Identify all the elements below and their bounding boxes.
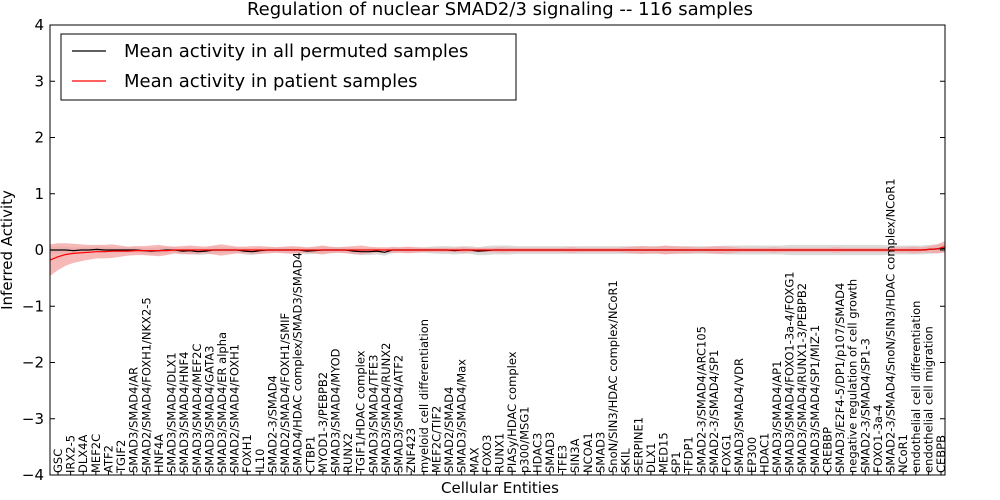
x-tick-label: SMAD3/SMAD4/VDR bbox=[732, 358, 746, 473]
y-axis-label: Inferred Activity bbox=[0, 190, 16, 310]
x-tick-label: HDAC3 bbox=[530, 433, 544, 473]
x-tick-label: CTBP1 bbox=[303, 436, 317, 473]
x-tick-label: SMAD3/E2F4-5/DP1/p107/SMAD4 bbox=[833, 283, 847, 473]
y-tick-label: 3 bbox=[34, 72, 44, 90]
legend: Mean activity in all permuted samples Me… bbox=[60, 33, 517, 101]
x-tick-label: SP1 bbox=[669, 451, 683, 473]
x-tick-label: SMAD3/SMAD4/MYOD bbox=[329, 348, 343, 473]
x-tick-label: SMAD2-3/SMAD4/SP1 bbox=[707, 350, 721, 473]
x-tick-label: DLX4A bbox=[76, 435, 90, 473]
x-tick-label: SMAD3/SMAD4/SP1/MIZ-1 bbox=[808, 325, 822, 473]
x-tick-label: SMAD2/SMAD4/FOXH1/SMIF bbox=[278, 313, 292, 473]
x-tick-label: CEBPB bbox=[934, 435, 948, 473]
x-tick-label: negative regulation of cell growth bbox=[846, 279, 860, 473]
x-tick-label: SIN3A bbox=[568, 438, 582, 473]
y-axis-ticks: −4 −3 −2 −1 0 1 2 3 4 bbox=[22, 16, 945, 484]
x-tick-label: RUNX1 bbox=[493, 433, 507, 473]
y-tick-label: −3 bbox=[22, 410, 44, 428]
x-tick-label: FOXG1 bbox=[720, 434, 734, 473]
x-tick-label: SMAD3/SMAD4/AR bbox=[127, 367, 141, 473]
x-tick-label: MAX bbox=[467, 447, 481, 473]
x-tick-label: SnoN/SIN3/HDAC complex/NCoR1 bbox=[606, 280, 620, 473]
x-tick-label: myeloid cell differentiation bbox=[417, 319, 431, 473]
x-tick-label: PIASy/HDAC complex bbox=[505, 351, 519, 473]
x-tick-label: SMAD3/SMAD4/HNF4 bbox=[177, 352, 191, 473]
x-tick-label: SMAD2-3/SMAD4/ARC105 bbox=[694, 326, 708, 473]
x-tick-label: SMAD3/SMAD4/FOXO1-3a-4/FOXG1 bbox=[783, 271, 797, 473]
x-tick-label: CREBBP bbox=[821, 427, 835, 473]
x-tick-label: TGIF1/HDAC complex bbox=[354, 350, 368, 474]
x-tick-label: IL10 bbox=[253, 449, 267, 473]
x-tick-label: MYOD1-3/PEBPB2 bbox=[316, 372, 330, 473]
x-tick-label: SKIL bbox=[619, 448, 633, 473]
plot-frame bbox=[49, 24, 946, 476]
x-tick-label: FOXH1 bbox=[240, 434, 254, 473]
x-tick-label: HDAC1 bbox=[757, 433, 771, 473]
x-tick-label: SMAD3 bbox=[593, 432, 607, 473]
x-tick-label: MED15 bbox=[657, 432, 671, 473]
x-tick-label: FOXO3 bbox=[480, 435, 494, 473]
x-tick-label: ATF2 bbox=[102, 445, 116, 473]
x-tick-label: RUNX2 bbox=[341, 433, 355, 473]
x-tick-label: SMAD3 bbox=[543, 432, 557, 473]
x-tick-label: SMAD2-3/SMAD4/SnoN/SIN3/HDAC complex/NCo… bbox=[884, 178, 898, 473]
x-tick-label: MEF2C/TIF2 bbox=[429, 406, 443, 473]
x-tick-label: SMAD3/SMAD4/GATA3 bbox=[202, 346, 216, 473]
x-tick-label: endothelial cell differentiation bbox=[909, 301, 923, 473]
x-tick-label: SMAD3/SMAD4/Max bbox=[455, 359, 469, 473]
x-tick-label: SMAD3/SMAD4/ER alpha bbox=[215, 332, 229, 473]
x-axis-label: Cellular Entities bbox=[441, 479, 559, 497]
x-tick-label: TFDP1 bbox=[682, 436, 696, 474]
x-tick-label: HNF4A bbox=[152, 434, 166, 473]
x-tick-label: TGIF2 bbox=[114, 440, 128, 474]
x-tick-label: MEF2C bbox=[89, 434, 103, 473]
x-tick-label: SMAD2/SMAD4/FOXH1 bbox=[228, 344, 242, 473]
x-axis-tick-labels: GSCIRX2-5DLX4AMEF2CATF2TGIF2SMAD3/SMAD4/… bbox=[51, 178, 948, 475]
x-tick-label: TFE3 bbox=[556, 445, 570, 474]
y-tick-label: −2 bbox=[22, 354, 44, 372]
x-tick-label: SMAD3/SMAD4/DLX1 bbox=[165, 352, 179, 473]
x-tick-label: SMAD3/SMAD4/RUNX1-3/PEBPB2 bbox=[795, 283, 809, 473]
confidence-bands bbox=[50, 241, 945, 276]
x-tick-label: SMAD4/HDAC complex/SMAD3/SMAD4 bbox=[291, 252, 305, 473]
x-tick-label: ZNF423 bbox=[404, 428, 418, 473]
y-tick-label: −1 bbox=[22, 297, 44, 315]
x-tick-label: FOXO1-3a-4 bbox=[871, 405, 885, 473]
x-tick-label: SMAD2-3/SMAD4 bbox=[265, 375, 279, 473]
y-tick-label: 4 bbox=[34, 16, 44, 34]
x-tick-label: endothelial cell migration bbox=[921, 326, 935, 473]
x-tick-label: SMAD2/SMAD4/FOXH1/NKX2-5 bbox=[139, 297, 153, 473]
x-tick-label: EP300 bbox=[745, 437, 759, 473]
x-tick-label: SMAD3/SMAD4/TFE3 bbox=[366, 355, 380, 474]
y-tick-label: 0 bbox=[34, 241, 44, 259]
legend-box bbox=[60, 33, 517, 101]
line-series-1 bbox=[49, 246, 946, 261]
x-tick-label: SMAD2-3/SMAD4/SP1-3 bbox=[858, 338, 872, 473]
x-tick-label: GSC bbox=[51, 449, 65, 473]
x-tick-label: SMAD3/SMAD4/AP1 bbox=[770, 361, 784, 473]
y-tick-label: −4 bbox=[22, 466, 44, 484]
x-tick-label: SMAD3/SMAD4/ATF2 bbox=[392, 355, 406, 473]
x-tick-label: NCoR1 bbox=[896, 434, 910, 473]
x-tick-label: SMAD2/SMAD4 bbox=[442, 387, 456, 473]
legend-label-patient: Mean activity in patient samples bbox=[124, 71, 418, 92]
x-tick-label: SMAD3/SMAD4/RUNX2 bbox=[379, 343, 393, 473]
y-tick-label: 1 bbox=[34, 185, 44, 203]
x-tick-label: NCOA1 bbox=[581, 432, 595, 473]
x-tick-label: SERPINE1 bbox=[631, 417, 645, 473]
x-tick-label: p300/MSG1 bbox=[518, 406, 532, 473]
y-tick-label: 2 bbox=[34, 129, 44, 147]
x-tick-label: SMAD3/SMAD4/MEF2C bbox=[190, 344, 204, 473]
series-lines bbox=[49, 246, 946, 261]
legend-label-permuted: Mean activity in all permuted samples bbox=[124, 41, 468, 62]
chart-title: Regulation of nuclear SMAD2/3 signaling … bbox=[247, 0, 753, 20]
x-tick-label: DLX1 bbox=[644, 443, 658, 473]
x-tick-label: IRX2-5 bbox=[64, 435, 78, 473]
